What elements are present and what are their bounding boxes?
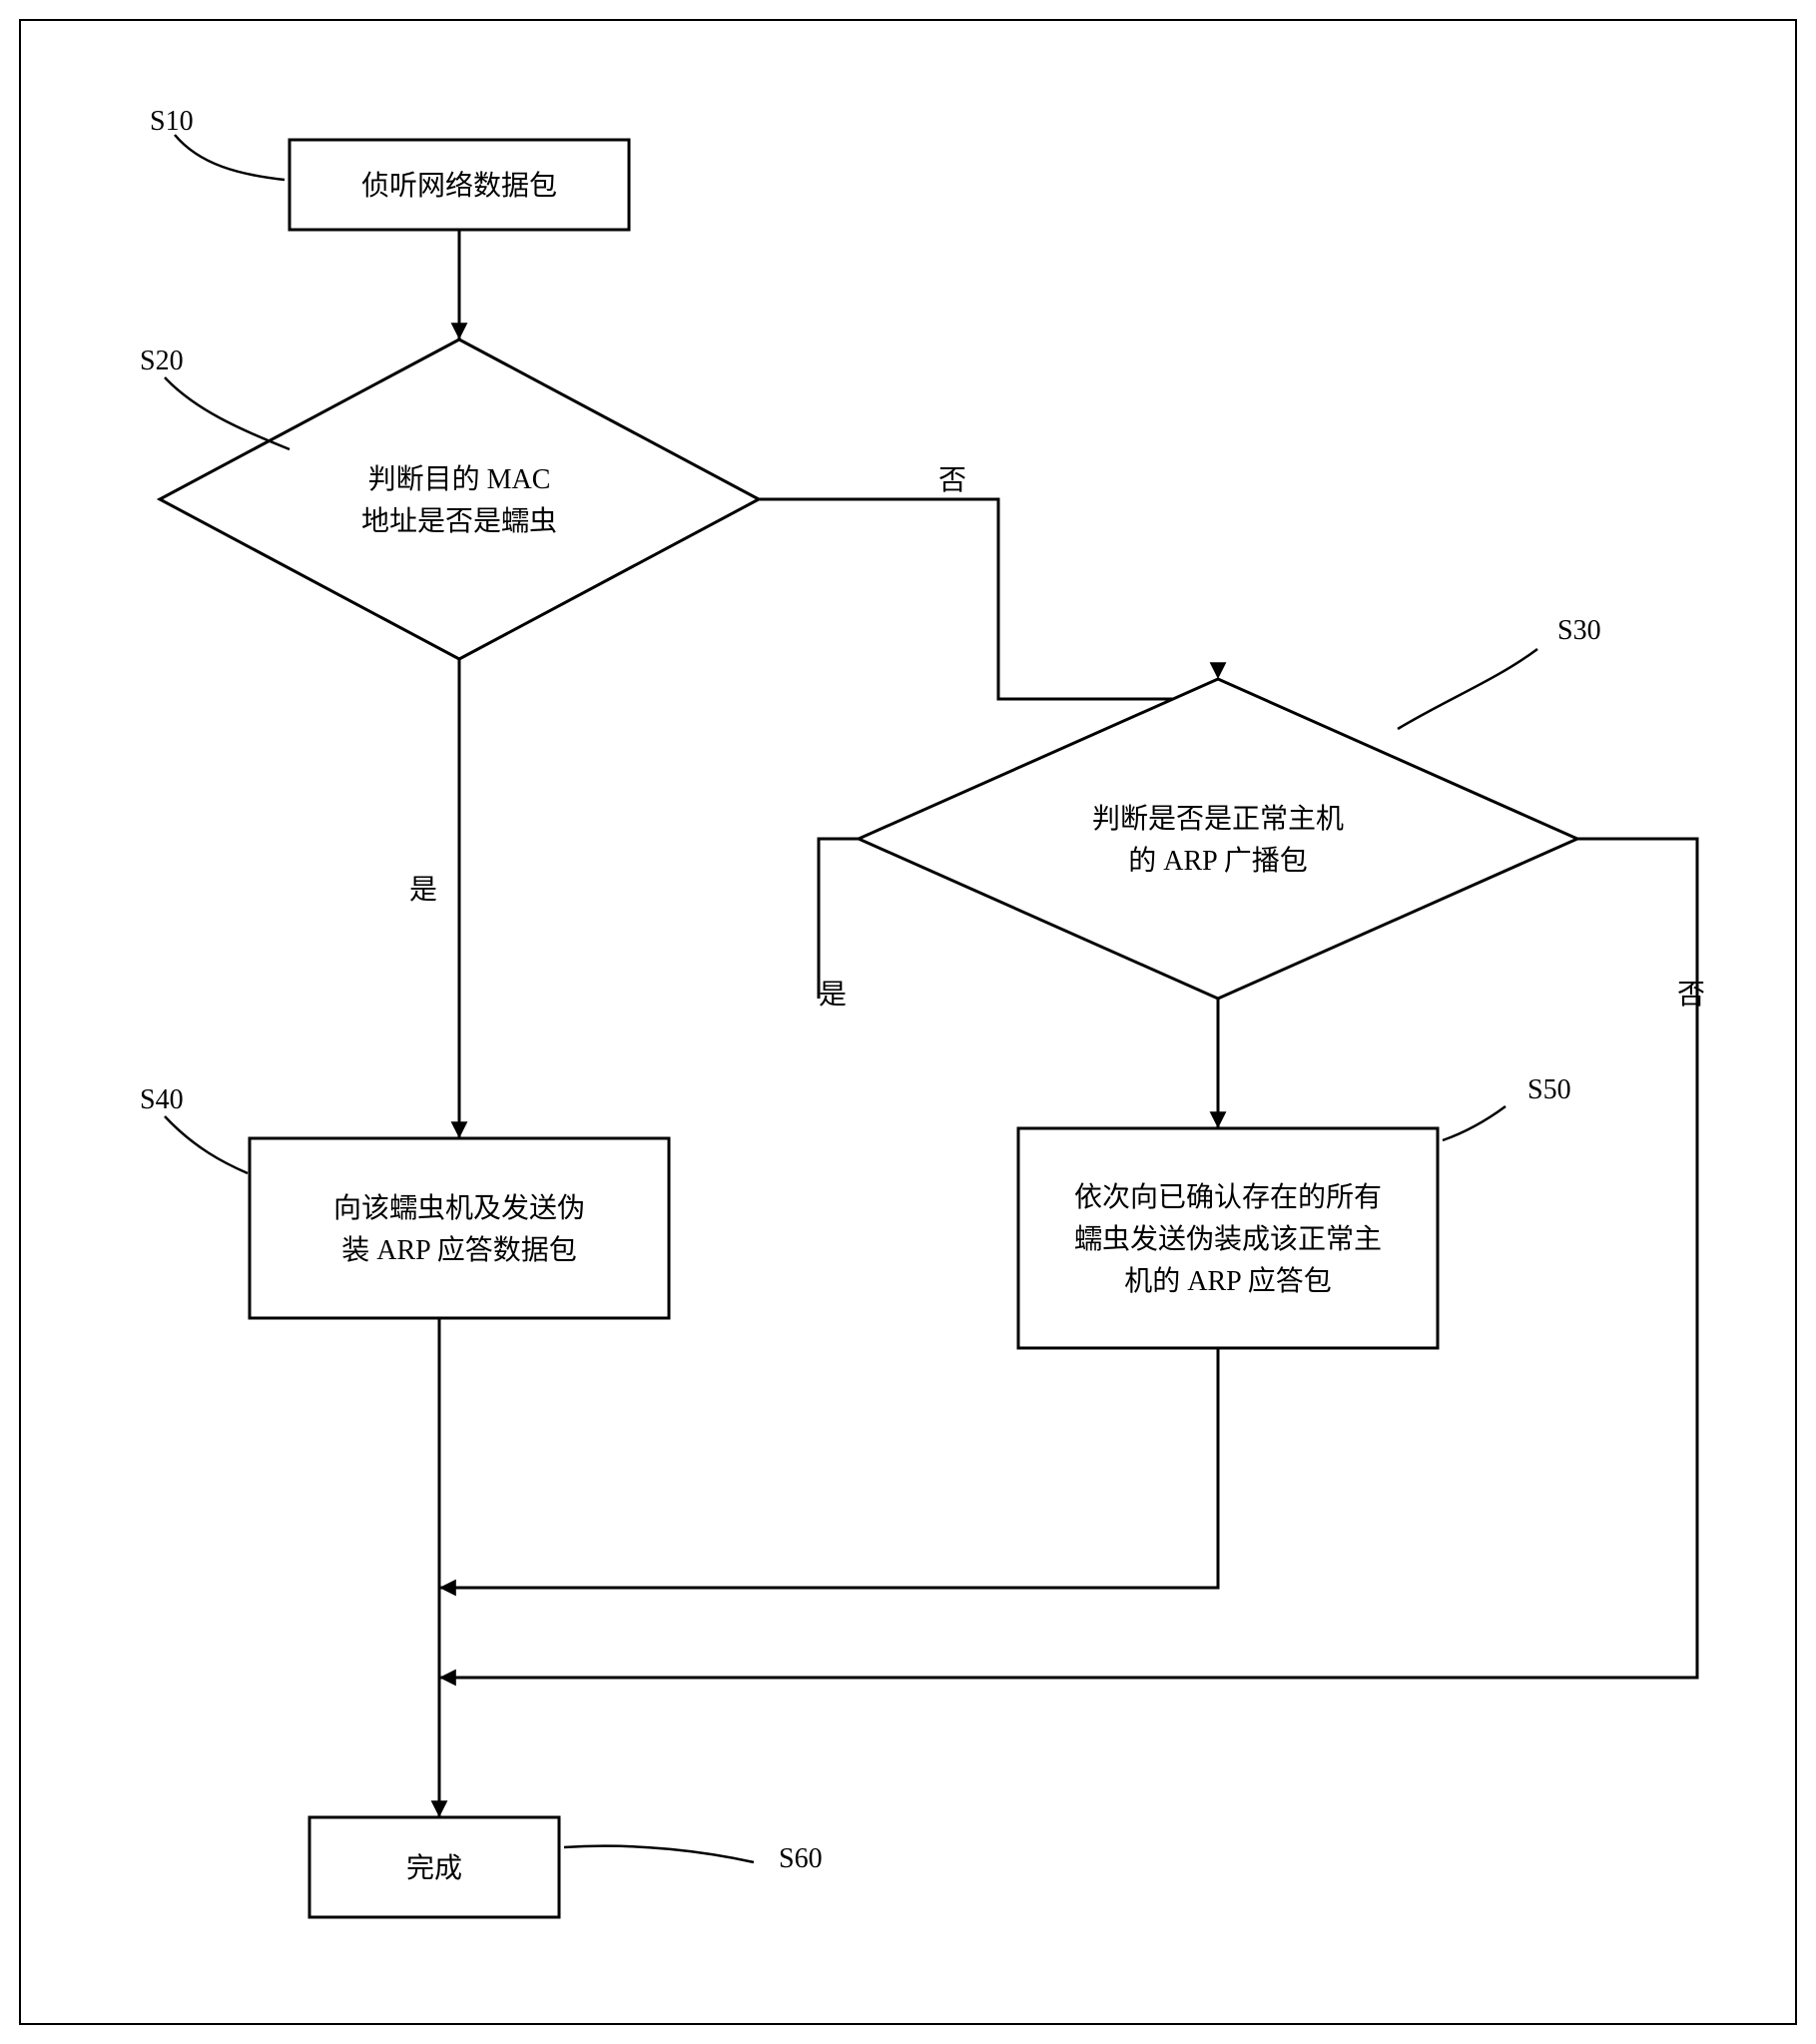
leader-s60 [564,1846,754,1862]
node-s60: 完成 S60 [309,1817,823,1917]
step-label-s20: S20 [140,345,184,376]
edge-label-2: 否 [938,465,966,496]
node-s20: 判断目的 MAC 地址是否是蠕虫 S20 [140,340,759,659]
step-label-s30: S30 [1557,615,1601,646]
node-s40-text-0: 向该蠕虫机及发送伪 [333,1192,585,1224]
arrowhead-4 [439,1670,456,1687]
leader-s40 [165,1116,248,1173]
node-s30: 判断是否是正常主机的 ARP 广播包 S30 [859,615,1601,999]
node-s50: 依次向已确认存在的所有蠕虫发送伪装成该正常主机的 ARP 应答包 S50 [1018,1074,1571,1348]
node-s40-box [250,1138,669,1318]
edge-label-3: 是 [819,980,847,1011]
node-s50-text-1: 蠕虫发送伪装成该正常主 [1074,1223,1382,1255]
node-s30-text-0: 判断是否是正常主机 [1092,803,1344,835]
leader-s50 [1443,1106,1506,1140]
edge-label-1: 是 [409,875,437,906]
leader-s10 [175,135,285,180]
node-s20-text-1: 地址是否是蠕虫 [361,505,557,537]
edge-3 [819,839,859,999]
node-s60-text-0: 完成 [406,1852,462,1884]
step-label-s10: S10 [150,106,194,137]
flowchart-diagram: 是否是否侦听网络数据包S10判断目的 MAC地址是否是蠕虫S20判断是否是正常主… [0,0,1816,2044]
arrowhead-6 [431,1800,448,1817]
node-s50-text-0: 依次向已确认存在的所有 [1074,1181,1382,1213]
arrowhead-1 [451,1121,468,1138]
arrowhead-5 [1210,1111,1227,1128]
arrowhead-7 [439,1580,456,1597]
node-s40: 向该蠕虫机及发送伪装 ARP 应答数据包 S40 [140,1084,669,1318]
arrowhead-2 [1210,662,1227,679]
outer-border [20,20,1796,2024]
node-s50-text-2: 机的 ARP 应答包 [1124,1265,1331,1297]
arrowhead-0 [451,323,468,340]
node-s40-text-1: 装 ARP 应答数据包 [341,1234,576,1266]
node-s10: 侦听网络数据包 S10 [150,106,629,230]
node-s30-text-1: 的 ARP 广播包 [1128,845,1307,877]
step-label-s40: S40 [140,1084,184,1115]
node-s20-diamond [160,340,759,659]
node-s20-text-0: 判断目的 MAC [368,463,551,495]
edge-2 [759,499,1218,699]
edge-label-4: 否 [1677,980,1705,1011]
step-label-s50: S50 [1527,1074,1571,1105]
leader-s30 [1398,649,1537,729]
step-label-s60: S60 [779,1843,823,1874]
node-s30-diamond [859,679,1577,999]
edge-7 [439,1348,1218,1588]
node-s10-text-0: 侦听网络数据包 [361,170,557,202]
